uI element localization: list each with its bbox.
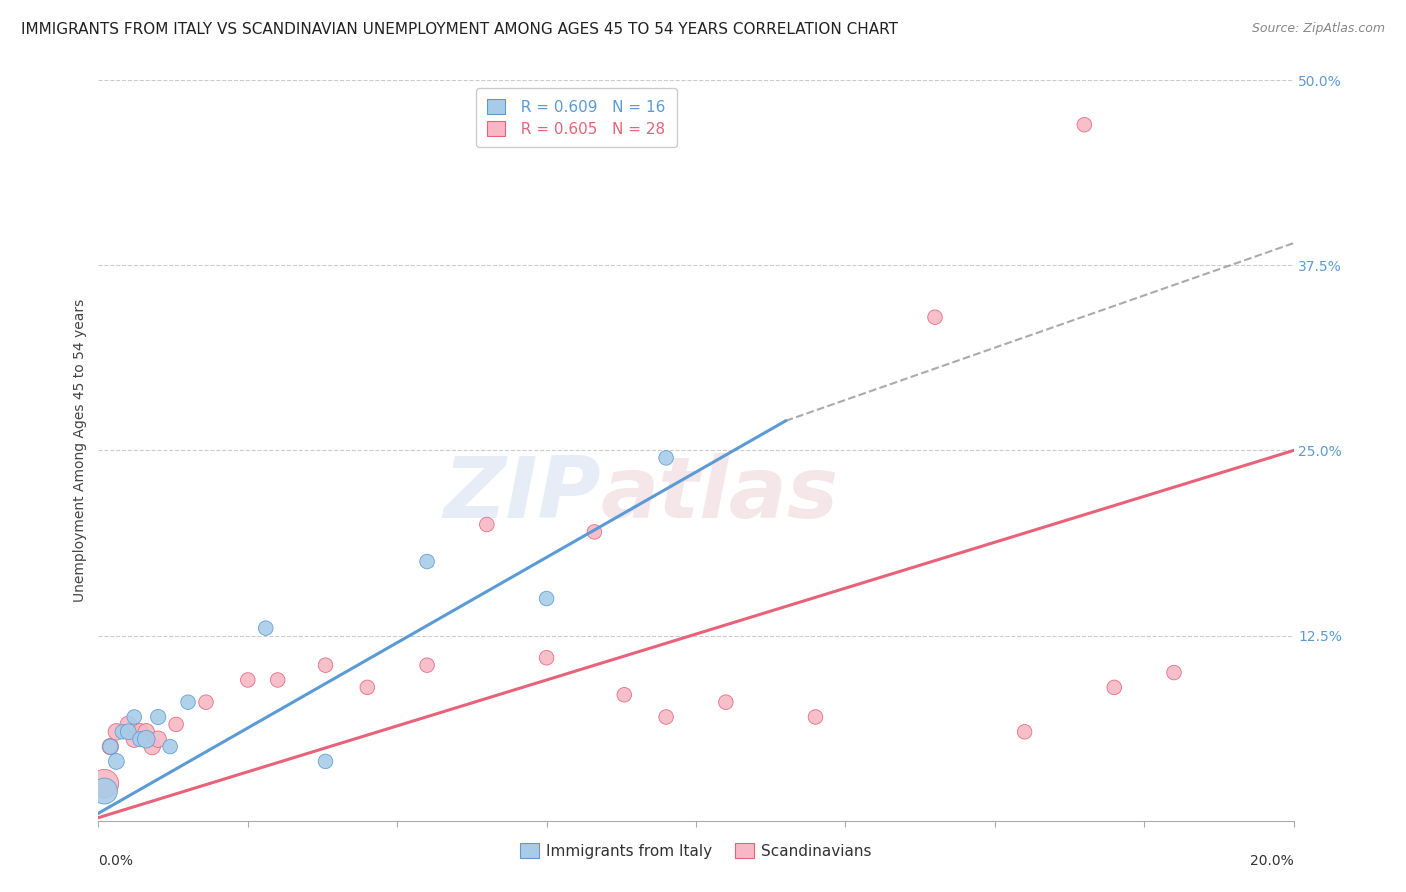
- Point: [536, 650, 558, 665]
- Point: [536, 591, 558, 606]
- Text: ZIP: ZIP: [443, 453, 600, 536]
- Point: [135, 732, 157, 747]
- Point: [141, 739, 163, 754]
- Point: [98, 739, 122, 754]
- Point: [148, 732, 170, 747]
- Point: [1073, 118, 1095, 132]
- Point: [93, 776, 115, 791]
- Legend: Immigrants from Italy, Scandinavians: Immigrants from Italy, Scandinavians: [515, 837, 877, 865]
- Point: [105, 724, 128, 739]
- Point: [416, 554, 439, 569]
- Point: [655, 450, 678, 465]
- Point: [124, 710, 146, 724]
- Point: [148, 710, 170, 724]
- Point: [177, 695, 200, 709]
- Y-axis label: Unemployment Among Ages 45 to 54 years: Unemployment Among Ages 45 to 54 years: [73, 299, 87, 602]
- Point: [475, 517, 498, 532]
- Text: IMMIGRANTS FROM ITALY VS SCANDINAVIAN UNEMPLOYMENT AMONG AGES 45 TO 54 YEARS COR: IMMIGRANTS FROM ITALY VS SCANDINAVIAN UN…: [21, 22, 898, 37]
- Point: [315, 658, 337, 673]
- Point: [194, 695, 218, 709]
- Point: [655, 710, 678, 724]
- Point: [111, 724, 134, 739]
- Point: [1163, 665, 1185, 680]
- Text: atlas: atlas: [600, 453, 838, 536]
- Point: [159, 739, 181, 754]
- Point: [254, 621, 277, 635]
- Text: 20.0%: 20.0%: [1250, 854, 1294, 868]
- Point: [315, 755, 337, 769]
- Point: [1014, 724, 1036, 739]
- Point: [129, 732, 152, 747]
- Point: [613, 688, 636, 702]
- Point: [236, 673, 259, 687]
- Point: [93, 784, 115, 798]
- Point: [117, 717, 139, 731]
- Point: [98, 739, 122, 754]
- Point: [583, 524, 606, 539]
- Point: [924, 310, 946, 325]
- Text: 0.0%: 0.0%: [98, 854, 134, 868]
- Point: [267, 673, 290, 687]
- Text: Source: ZipAtlas.com: Source: ZipAtlas.com: [1251, 22, 1385, 36]
- Point: [714, 695, 737, 709]
- Point: [117, 724, 139, 739]
- Point: [804, 710, 827, 724]
- Point: [416, 658, 439, 673]
- Point: [1104, 681, 1126, 695]
- Point: [165, 717, 187, 731]
- Point: [105, 755, 128, 769]
- Point: [124, 732, 146, 747]
- Point: [356, 681, 378, 695]
- Point: [129, 724, 152, 739]
- Point: [135, 724, 157, 739]
